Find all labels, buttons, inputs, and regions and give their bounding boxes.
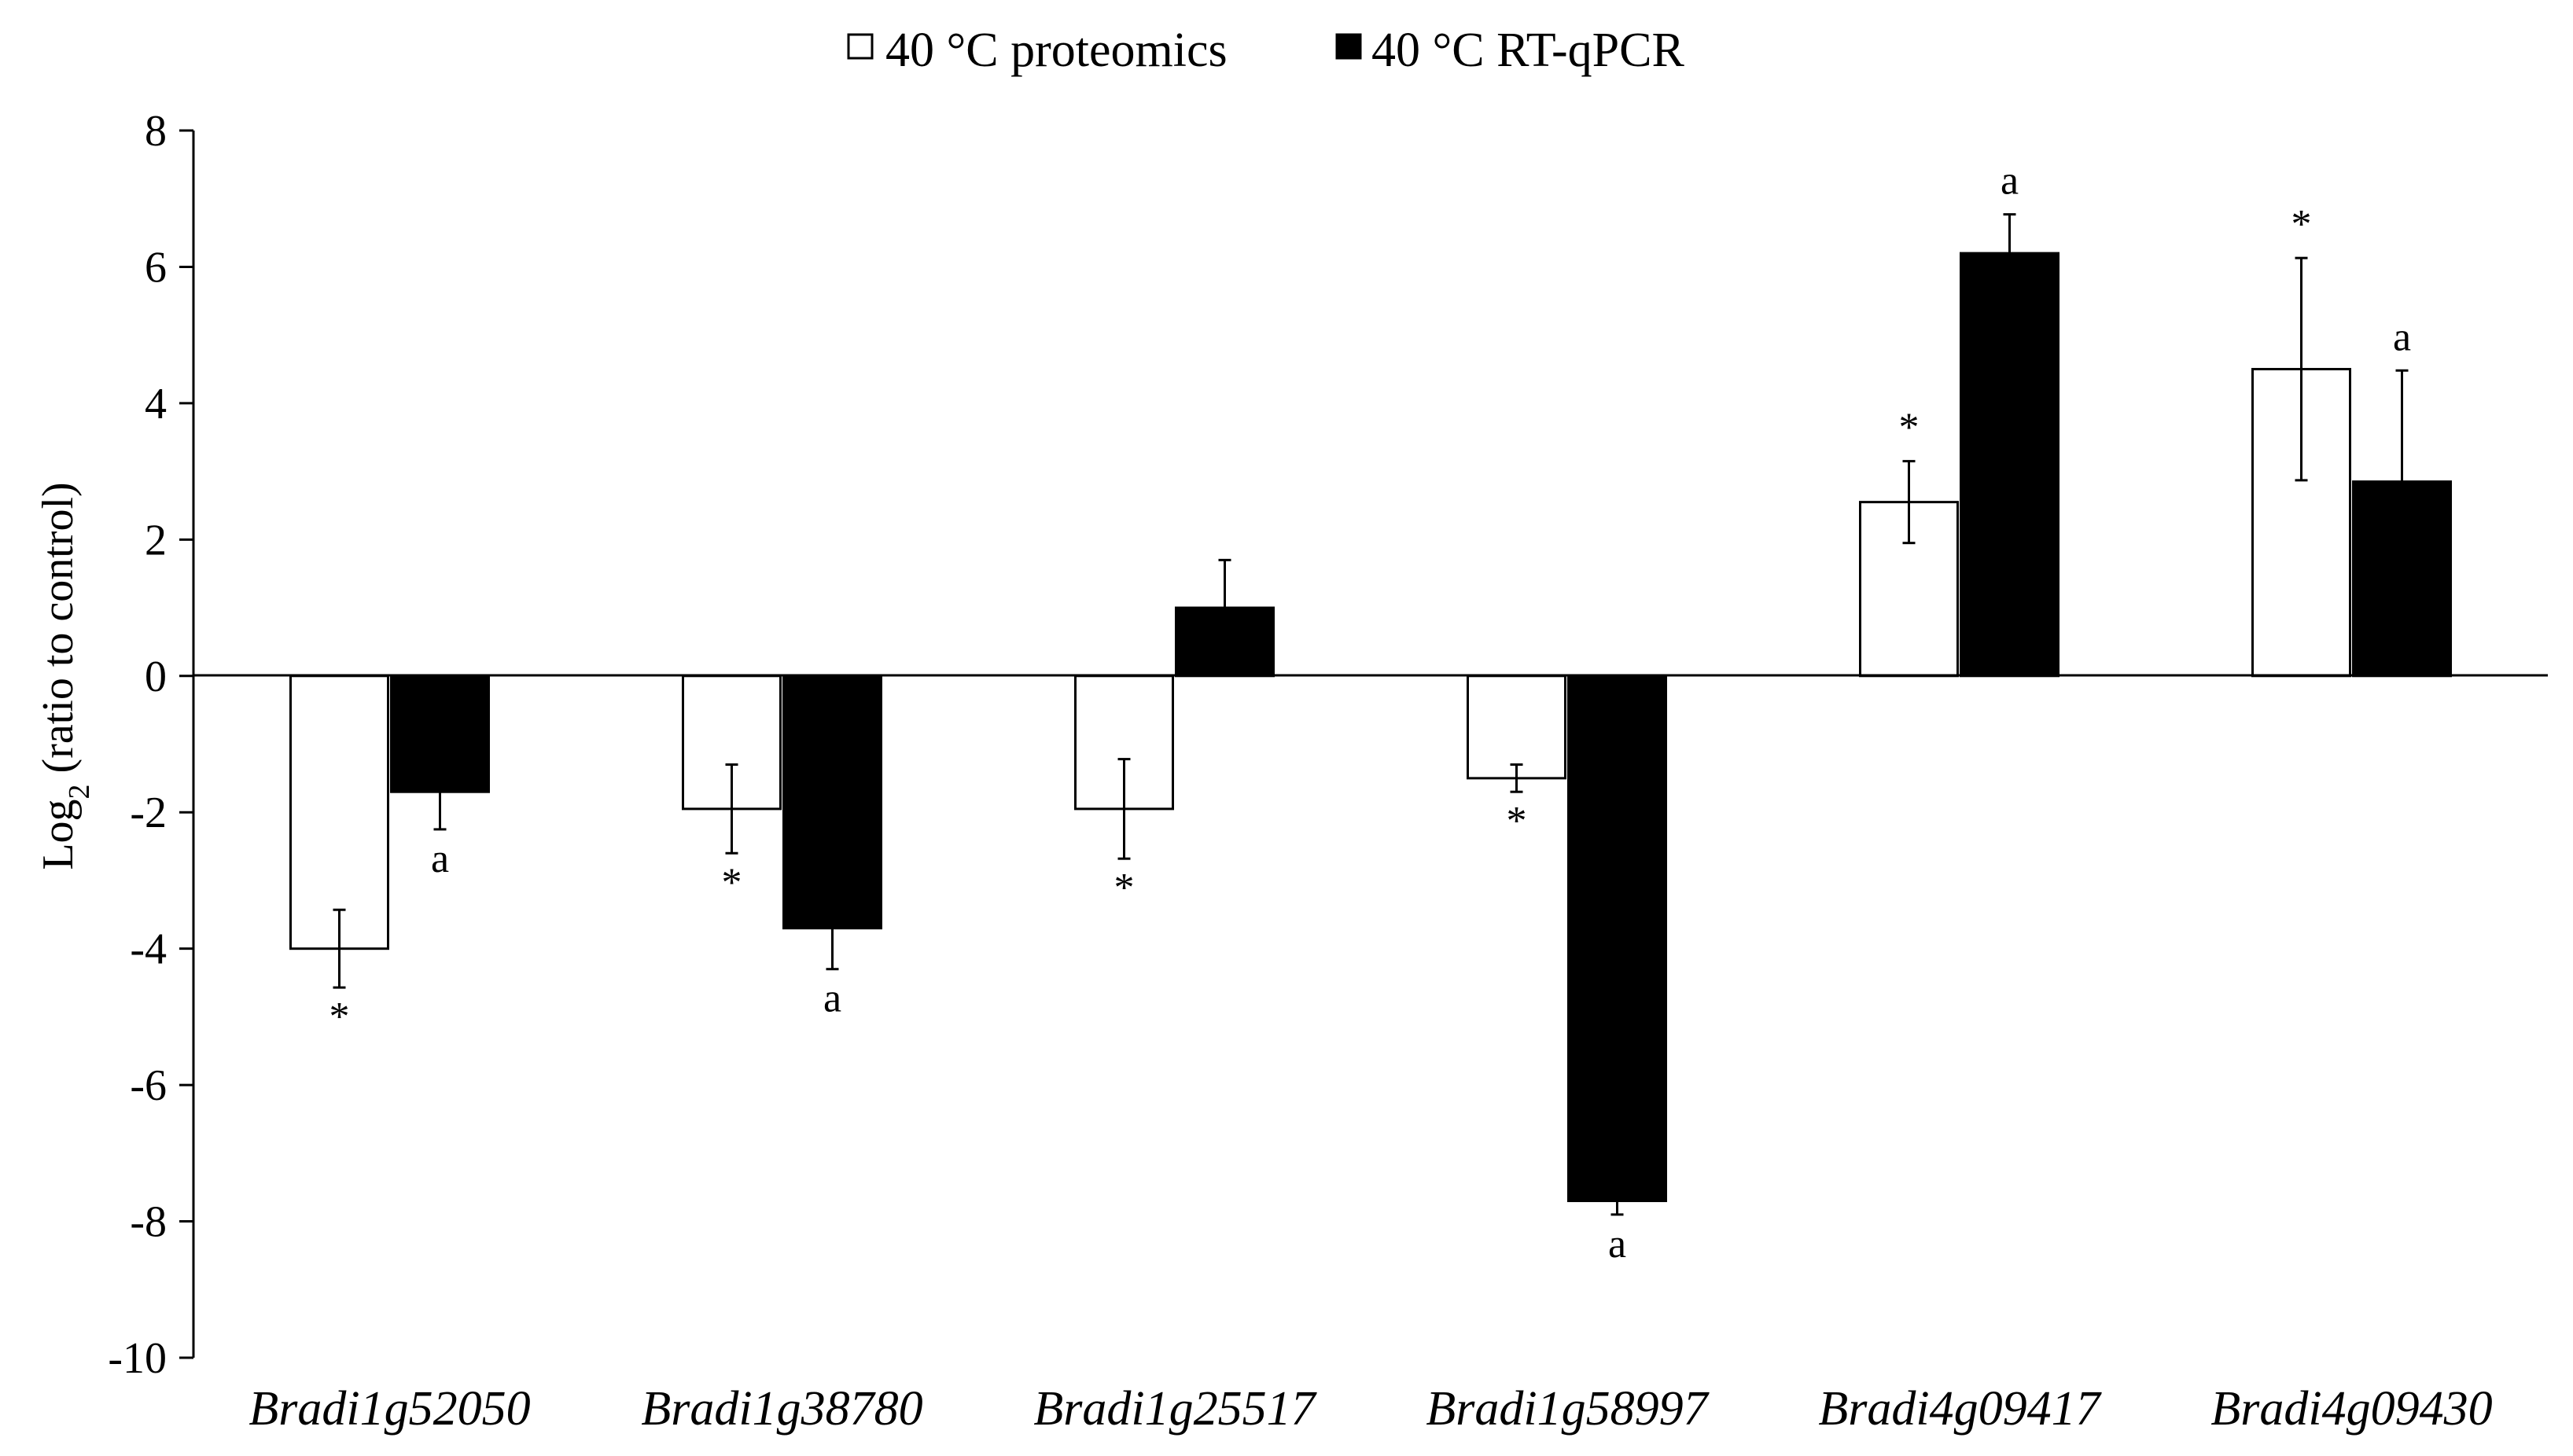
y-tick-label: -10 <box>108 1334 167 1383</box>
y-tick-label: 4 <box>145 380 167 428</box>
y-tick-label: -6 <box>130 1061 167 1110</box>
y-tick-label: 2 <box>145 516 167 564</box>
y-tick-label: 6 <box>145 243 167 292</box>
significance-asterisk: * <box>1507 799 1527 844</box>
category-label: Bradi4g09417 <box>1818 1382 2102 1436</box>
bars <box>289 252 2452 1203</box>
significance-letter: a <box>2001 159 2019 204</box>
bar-rtqpcr <box>1567 675 1667 1203</box>
bar-rtqpcr <box>1960 252 2060 678</box>
bar-proteomics <box>289 675 389 950</box>
legend-swatch-proteomics <box>847 33 874 60</box>
significance-letter: a <box>823 976 841 1021</box>
category-label: Bradi4g09430 <box>2210 1382 2492 1436</box>
significance-letter: a <box>2393 314 2411 359</box>
error-bars <box>333 213 2409 1216</box>
y-axis-label-rest: (ratio to control) <box>34 482 83 784</box>
y-tick-label: -4 <box>130 925 167 974</box>
y-tick-label: 0 <box>145 653 167 701</box>
category-label: Bradi1g38780 <box>641 1382 922 1436</box>
category-label: Bradi1g58997 <box>1426 1382 1710 1436</box>
y-tick-label: -2 <box>130 789 167 837</box>
y-tick-label: -8 <box>130 1198 167 1247</box>
y-ticks: 8 6 4 2 0 -2 -4 -6 -8 -10 <box>108 107 193 1383</box>
significance-asterisk: * <box>1114 866 1135 910</box>
y-axis-label: Log2 (ratio to control) <box>34 482 96 870</box>
legend-label-proteomics: 40 °C proteomics <box>885 24 1228 77</box>
category-label: Bradi1g52050 <box>248 1382 530 1436</box>
category-label: Bradi1g25517 <box>1033 1382 1317 1436</box>
legend-swatch-rtqpcr <box>1335 33 1362 60</box>
y-axis-label-main: Log <box>34 799 83 870</box>
significance-asterisk: * <box>329 995 350 1039</box>
y-tick-label: 8 <box>145 107 167 156</box>
significance-annotations: * a * a * * a * a * a <box>329 159 2412 1267</box>
significance-letter: a <box>1608 1222 1626 1267</box>
y-axis-label-subscript: 2 <box>63 784 96 799</box>
legend-label-rtqpcr: 40 °C RT-qPCR <box>1371 24 1684 77</box>
significance-letter: a <box>431 836 449 881</box>
legend: 40 °C proteomics 40 °C RT-qPCR <box>847 24 1684 77</box>
significance-asterisk: * <box>2291 202 2312 247</box>
category-labels: Bradi1g52050 Bradi1g38780 Bradi1g25517 Brad… <box>248 1382 2492 1436</box>
significance-asterisk: * <box>722 860 742 905</box>
significance-asterisk: * <box>1899 406 1920 450</box>
bar-proteomics <box>1467 675 1566 780</box>
